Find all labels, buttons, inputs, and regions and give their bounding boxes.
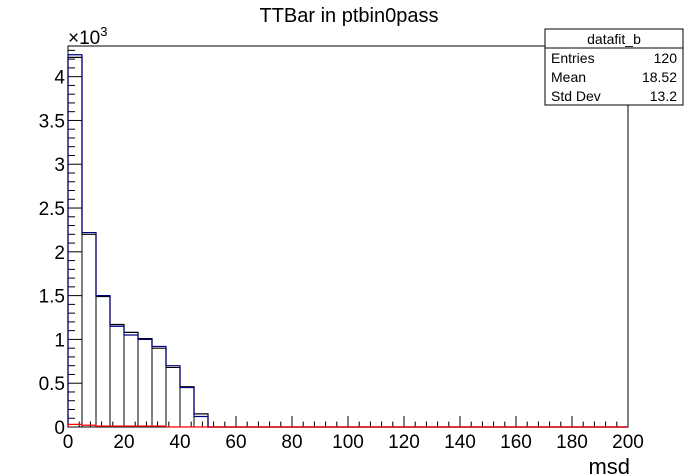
stats-box-row-label: Std Dev — [551, 88, 601, 104]
histogram-series-1 — [67, 54, 628, 428]
y-tick-label: 0.5 — [39, 374, 65, 395]
y-tick-label: 1 — [54, 330, 65, 351]
x-tick-label: 100 — [332, 432, 364, 453]
x-tick-label: 180 — [556, 432, 588, 453]
y-axis-multiplier-exponent: 3 — [100, 24, 107, 39]
stats-box-frame — [544, 28, 684, 106]
x-tick-label: 200 — [612, 432, 644, 453]
y-tick-label: 0 — [54, 418, 65, 439]
x-tick-label: 140 — [444, 432, 476, 453]
histogram-series — [67, 54, 628, 428]
x-tick-label: 60 — [225, 432, 246, 453]
y-tick-label: 2 — [54, 243, 65, 264]
chart-title: TTBar in ptbin0pass — [260, 5, 439, 27]
x-axis-label: msd — [588, 454, 630, 474]
axis-tick-labels: 0 20 40 60 80 100 120 140 160 180 200 0 0.5 1 1.5 2 2.5 3… — [39, 68, 644, 453]
histogram-series-0 — [67, 56, 628, 428]
y-tick-label: 4 — [54, 68, 65, 89]
y-tick-label: 3.5 — [39, 111, 65, 132]
y-tick-label: 3 — [54, 155, 65, 176]
x-tick-label: 120 — [388, 432, 420, 453]
y-tick-label: 2.5 — [39, 199, 65, 220]
x-tick-label: 20 — [113, 432, 134, 453]
x-tick-label: 0 — [63, 432, 74, 453]
stats-box-title: datafit_b — [587, 31, 641, 47]
x-tick-label: 80 — [281, 432, 302, 453]
x-tick-label: 160 — [500, 432, 532, 453]
y-axis-multiplier: ×103 — [68, 24, 107, 49]
axis-ticks — [67, 49, 629, 428]
y-axis-multiplier-base: ×10 — [68, 28, 100, 49]
stats-box-row-label: Entries — [551, 50, 595, 66]
histogram-series-2 — [67, 423, 628, 428]
stats-box-row-value: 120 — [654, 50, 678, 66]
stats-box-row-value: 13.2 — [650, 88, 677, 104]
stats-box-row-value: 18.52 — [642, 69, 677, 85]
y-tick-label: 1.5 — [39, 287, 65, 308]
stats-box-row-label: Mean — [551, 69, 586, 85]
x-tick-label: 40 — [169, 432, 190, 453]
stats-box: datafit_b Entries 120 Mean 18.52 Std Dev 13.2 — [544, 28, 684, 106]
